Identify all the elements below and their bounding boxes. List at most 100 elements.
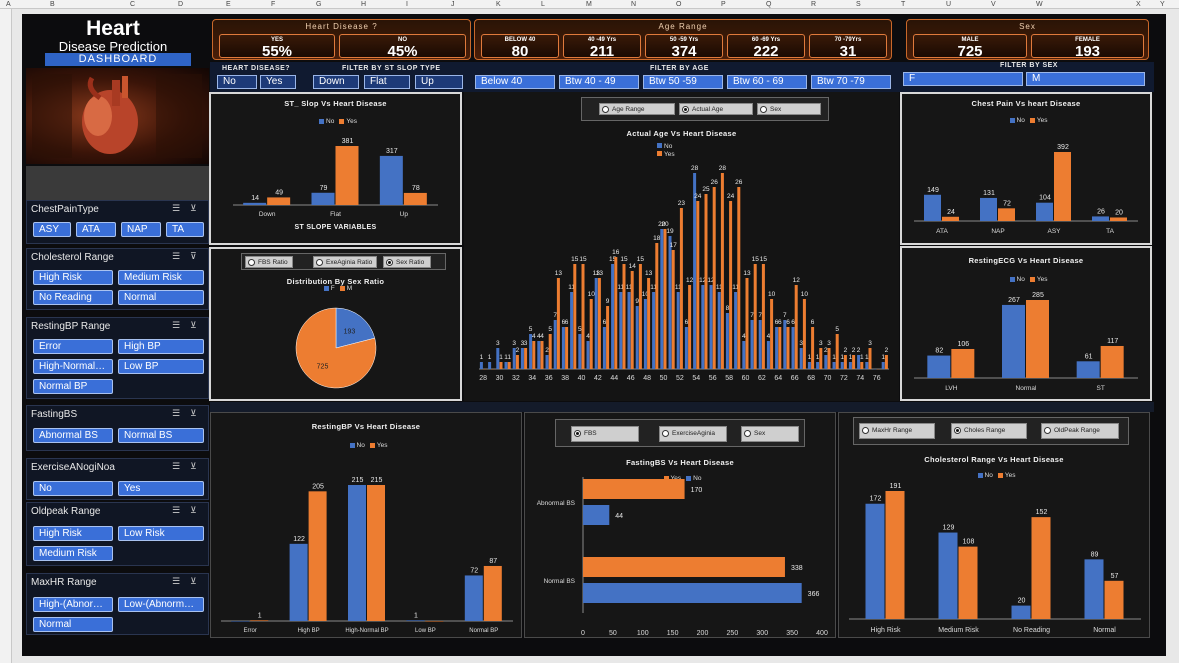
clear-filter-icon[interactable]: ⊻ [190,506,197,516]
column-header-N[interactable]: N [631,1,637,8]
column-header-P[interactable]: P [721,1,726,8]
slicer-bp-normal[interactable]: Normal BP [33,379,113,394]
column-header-U[interactable]: U [946,1,952,8]
slicer-hr-high[interactable]: High-(Abnor… [33,597,113,612]
column-header-A[interactable]: A [6,1,11,8]
filter-disease-yes[interactable]: Yes [260,75,296,89]
column-header-O[interactable]: O [676,1,682,8]
radio-oldpeak-range[interactable]: OldPeak Range [1041,423,1119,439]
column-header-D[interactable]: D [178,1,184,8]
column-header-T[interactable]: T [901,1,906,8]
filter-age-below40[interactable]: Below 40 [475,75,555,89]
panel-age[interactable]: Age Range Actual Age Sex Actual Age Vs H… [464,92,899,401]
slicer-ex-no[interactable]: No [33,481,113,496]
slicer-chestpain-nap[interactable]: NAP [121,222,161,237]
filter-age-60-69[interactable]: Btw 60 - 69 [727,75,807,89]
column-header-M[interactable]: M [586,1,592,8]
fasting-title: FastingBS Vs Heart Disease [626,458,734,467]
slicer-chol-medium-risk[interactable]: Medium Risk [118,270,204,285]
column-header-R[interactable]: R [811,1,817,8]
panel-fasting[interactable]: FBS ExerciseAginia Sex FastingBS Vs Hear… [524,412,836,638]
column-header-H[interactable]: H [361,1,367,8]
column-header-L[interactable]: L [541,1,545,8]
column-header-C[interactable]: C [130,1,136,8]
radio-age-range[interactable]: Age Range [599,103,675,115]
slicer-op-low[interactable]: Low Risk [118,526,204,541]
filter-age-40-49[interactable]: Btw 40 - 49 [559,75,639,89]
multiselect-icon[interactable]: ☰ [172,204,181,214]
filter-slope-down[interactable]: Down [313,75,359,89]
column-header-Y[interactable]: Y [1160,1,1165,8]
radio-actual-age[interactable]: Actual Age [679,103,753,115]
multiselect-icon[interactable]: ☰ [172,506,181,516]
column-header-J[interactable]: J [451,1,455,8]
slicer-op-medium[interactable]: Medium Risk [33,546,113,561]
slicer-op-high[interactable]: High Risk [33,526,113,541]
radio-exeaginia-ratio[interactable]: ExeAginia Ratio [313,256,377,268]
slicer-bp-high-normal[interactable]: High-Normal… [33,359,113,374]
filter-icon[interactable]: ⊽ [190,252,197,262]
multiselect-icon[interactable]: ☰ [172,409,181,419]
radio-fasting-sex[interactable]: Sex [741,426,799,442]
filter-slope-up[interactable]: Up [415,75,463,89]
filter-sex-f[interactable]: F [903,72,1023,86]
panel-restecg[interactable]: RestingECG Vs Heart Disease No Yes 82 106 L… [900,246,1152,401]
slicer-chestpain-asy[interactable]: ASY [33,222,71,237]
panel-restbp[interactable]: RestingBP Vs Heart Disease No Yes 1 Error 1… [210,412,522,638]
column-header-I[interactable]: I [406,1,408,8]
slicer-fbs-abnormal[interactable]: Abnormal BS [33,428,113,443]
panel-chol[interactable]: MaxHr Range Choles Range OldPeak Range C… [838,412,1150,638]
radio-exerciseaginia[interactable]: ExerciseAginia [659,426,727,442]
multiselect-icon[interactable]: ☰ [172,462,181,472]
filter-age-70-79[interactable]: Btw 70 -79 [811,75,891,89]
chol-legend: No Yes [839,472,1149,479]
filter-disease-no[interactable]: No [217,75,257,89]
slicer-hr-low[interactable]: Low-(Abnorm… [118,597,204,612]
column-header-B[interactable]: B [50,1,55,8]
clear-filter-icon[interactable]: ⊻ [190,204,197,214]
panel-sexratio[interactable]: FBS Ratio ExeAginia Ratio Sex Ratio Dist… [209,247,462,401]
column-header-Q[interactable]: Q [766,1,772,8]
bar-yes-46 [630,271,634,369]
slicer-chol-no-reading[interactable]: No Reading [33,290,113,305]
clear-filter-icon[interactable]: ⊻ [190,321,197,331]
radio-fbs[interactable]: FBS [571,426,639,442]
column-header-W[interactable]: W [1036,1,1043,8]
multiselect-icon[interactable]: ☰ [172,321,181,331]
filter-age-50-59[interactable]: Btw 50 -59 [643,75,723,89]
slicer-chol-normal[interactable]: Normal [118,290,204,305]
pie-slice-m [295,307,377,389]
clear-filter-icon[interactable]: ⊻ [190,462,197,472]
column-header-F[interactable]: F [271,1,276,8]
slicer-bp-error[interactable]: Error [33,339,113,354]
panel-stslope[interactable]: ST_ Slop Vs Heart Disease No Yes 14 49 Down… [209,92,462,245]
slicer-chol-high-risk[interactable]: High Risk [33,270,113,285]
radio-sex-ratio[interactable]: Sex Ratio [383,256,431,268]
multiselect-icon[interactable]: ☰ [172,577,181,587]
slicer-chestpain-ta[interactable]: TA [166,222,204,237]
filter-slope-flat[interactable]: Flat [364,75,410,89]
column-header-X[interactable]: X [1136,1,1141,8]
radio-maxhr-range[interactable]: MaxHr Range [859,423,935,439]
slicer-bp-high[interactable]: High BP [118,339,204,354]
panel-chestpain[interactable]: Chest Pain Vs heart Disease No Yes 149 24 A… [900,92,1152,245]
multiselect-icon[interactable]: ☰ [172,252,181,262]
slicer-fbs-normal[interactable]: Normal BS [118,428,204,443]
filter-sex-m[interactable]: M [1026,72,1145,86]
slicer-ex-yes[interactable]: Yes [118,481,204,496]
radio-choles-range[interactable]: Choles Range [951,423,1027,439]
data-label-no-3: 1 [414,612,418,619]
clear-filter-icon[interactable]: ⊻ [190,409,197,419]
column-header-E[interactable]: E [226,1,231,8]
column-header-G[interactable]: G [316,1,322,8]
column-header-V[interactable]: V [991,1,996,8]
column-header-K[interactable]: K [496,1,501,8]
column-header-S[interactable]: S [856,1,861,8]
radio-fbs-ratio[interactable]: FBS Ratio [245,256,293,268]
slicer-bp-low[interactable]: Low BP [118,359,204,374]
radio-age-sex[interactable]: Sex [757,103,821,115]
slicer-hr-normal[interactable]: Normal [33,617,113,632]
slicer-chestpain-ata[interactable]: ATA [76,222,116,237]
clear-filter-icon[interactable]: ⊻ [190,577,197,587]
